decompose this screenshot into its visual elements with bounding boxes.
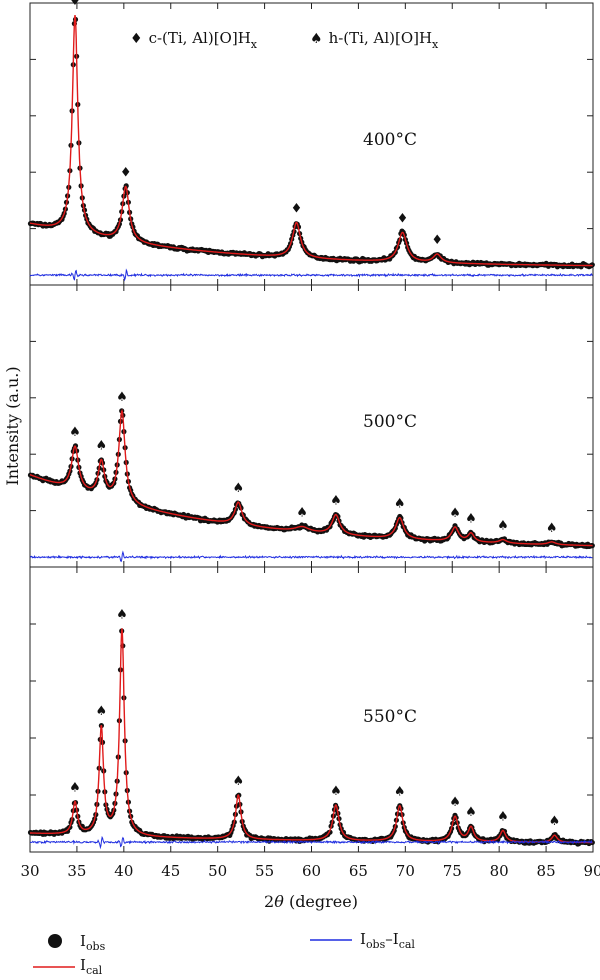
x-tick-label: 40 — [114, 862, 133, 880]
peak-marker: ♦ — [291, 202, 303, 217]
peak-marker: ♦ — [69, 0, 81, 9]
peak-marker: ♠ — [449, 795, 461, 810]
series-legend: Iobs Ical Iobs–Ical — [33, 930, 415, 977]
peak-marker: ♠ — [449, 506, 461, 521]
x-tick-label: 30 — [20, 862, 39, 880]
panel-2: ♠ ♠ ♠ ♠ ♠ ♠ ♠ ♠ ♠ ♠ 550°C — [27, 566, 595, 853]
x-tick-label: 85 — [537, 862, 556, 880]
peak-marker: ♠ — [232, 481, 244, 496]
peak-marker: ♠ — [69, 425, 81, 440]
peak-marker: ♠ — [296, 506, 308, 521]
peak-marker: ♠ — [330, 494, 342, 509]
x-tick-label: 80 — [490, 862, 509, 880]
x-tick-label: 70 — [396, 862, 415, 880]
peak-marker: ♠ — [546, 521, 558, 536]
x-tick-label: 60 — [302, 862, 321, 880]
peak-marker: ♦ — [431, 233, 443, 248]
peak-marker: ♠ — [465, 512, 477, 527]
difference-line — [29, 835, 593, 850]
temperature-label: 550°C — [363, 707, 417, 727]
y-axis-title: Intensity (a.u.) — [3, 366, 22, 485]
x-tick-label: 35 — [67, 862, 86, 880]
x-tick-label: 90 — [583, 862, 600, 880]
temperature-label: 500°C — [363, 412, 417, 432]
panel-0: ♦ ♦ ♦ ♦ ♦ 400°C — [27, 0, 595, 286]
peak-marker: ♠ — [116, 607, 128, 622]
x-tick-labels: 30 35 40 45 50 55 60 65 70 75 80 85 90 — [20, 862, 600, 880]
peak-marker: ♠ — [465, 805, 477, 820]
legend-diff-label: Iobs–Ical — [360, 930, 415, 951]
peak-marker: ♠ — [232, 774, 244, 789]
x-tick-label: 55 — [255, 862, 274, 880]
difference-line — [29, 550, 593, 563]
peak-marker: ♠ — [330, 784, 342, 799]
peak-marker: ♠ — [394, 497, 406, 512]
legend-obs-label: Iobs — [80, 932, 106, 953]
peak-marker: ♠ — [69, 780, 81, 795]
temperature-label: 400°C — [363, 130, 417, 150]
legend-obs-dot — [48, 934, 62, 948]
x-tick-label: 65 — [349, 862, 368, 880]
peak-marker: ♦ — [397, 211, 409, 226]
peak-marker: ♦ — [120, 166, 132, 181]
x-tick-label: 75 — [443, 862, 462, 880]
peak-marker: ♠ — [394, 785, 406, 800]
calculated-line — [29, 408, 593, 547]
peak-marker: ♠ — [497, 519, 509, 534]
peak-marker: ♠ — [549, 814, 561, 829]
observed-points — [27, 408, 595, 550]
marker-legend: ♦ c-(Ti, Al)[O]Hx ♠ h-(Ti, Al)[O]Hx — [130, 29, 439, 51]
peak-marker: ♠ — [116, 390, 128, 405]
difference-line — [29, 268, 593, 282]
calculated-line — [29, 15, 593, 267]
marker-legend-c: ♦ c-(Ti, Al)[O]Hx — [130, 29, 258, 51]
marker-legend-h: ♠ h-(Ti, Al)[O]Hx — [310, 29, 439, 51]
x-tick-label: 45 — [161, 862, 180, 880]
legend-cal-label: Ical — [80, 956, 103, 977]
peak-marker: ♠ — [95, 704, 107, 719]
peak-marker: ♠ — [497, 809, 509, 824]
calculated-line — [30, 628, 593, 844]
peak-marker: ♠ — [95, 438, 107, 453]
x-tick-label: 50 — [208, 862, 227, 880]
observed-points — [27, 16, 595, 270]
panels-group: ♦ ♦ ♦ ♦ ♦ 400°C ♠ ♠ ♠ ♠ ♠ ♠ ♠ ♠ ♠ ♠ ♠ 500°C ♠ ♠ ♠ ♠ ♠ ♠ ♠ ♠ ♠ ♠ 550°… — [27, 0, 595, 853]
panel-1: ♠ ♠ ♠ ♠ ♠ ♠ ♠ ♠ ♠ ♠ ♠ 500°C — [27, 284, 595, 568]
x-axis-title: 2θ (degree) — [264, 892, 358, 911]
